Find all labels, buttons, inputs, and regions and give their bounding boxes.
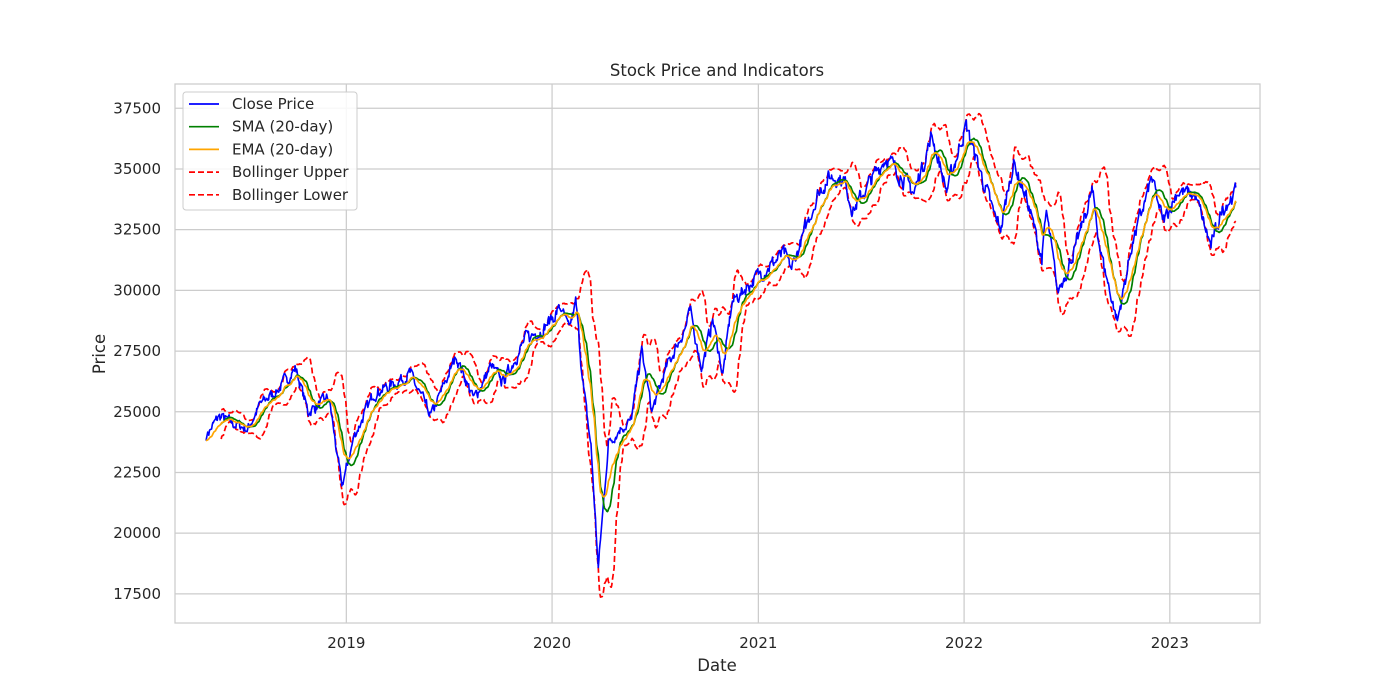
y-tick-label: 27500 <box>113 342 161 360</box>
x-axis-title: Date <box>697 656 736 675</box>
plot-frame <box>174 83 1261 624</box>
legend-label: Bollinger Upper <box>232 163 349 181</box>
y-tick-label: 30000 <box>113 281 161 299</box>
x-tick-label: 2019 <box>327 634 365 652</box>
series-layer <box>205 112 1237 598</box>
close-price-line <box>205 119 1237 569</box>
y-tick-label: 35000 <box>113 160 161 178</box>
y-tick-label: 22500 <box>113 463 161 481</box>
x-tick-label: 2023 <box>1151 634 1189 652</box>
y-axis-title: Price <box>90 334 109 374</box>
legend-box <box>182 91 358 211</box>
x-tick-label: 2021 <box>739 634 777 652</box>
bollinger-lower-line <box>220 156 1237 598</box>
legend-label: Bollinger Lower <box>232 186 349 204</box>
legend-label: SMA (20-day) <box>232 118 333 136</box>
y-tick-label: 17500 <box>113 585 161 603</box>
y-tick-label: 32500 <box>113 221 161 239</box>
y-tick-label: 20000 <box>113 524 161 542</box>
legend-label: Close Price <box>232 95 314 113</box>
y-tick-label: 25000 <box>113 403 161 421</box>
x-tick-label: 2020 <box>533 634 571 652</box>
y-tick-label: 37500 <box>113 99 161 117</box>
bollinger-upper-line <box>220 112 1237 448</box>
legend: Close Price SMA (20-day) EMA (20-day) Bolli… <box>182 91 358 211</box>
chart-title: Stock Price and Indicators <box>610 61 824 80</box>
tick-labels: 17500 20000 22500 25000 27500 30000 32500 35000… <box>113 99 1189 652</box>
x-tick-label: 2022 <box>945 634 983 652</box>
legend-label: EMA (20-day) <box>232 140 333 158</box>
ema-line <box>205 140 1237 498</box>
